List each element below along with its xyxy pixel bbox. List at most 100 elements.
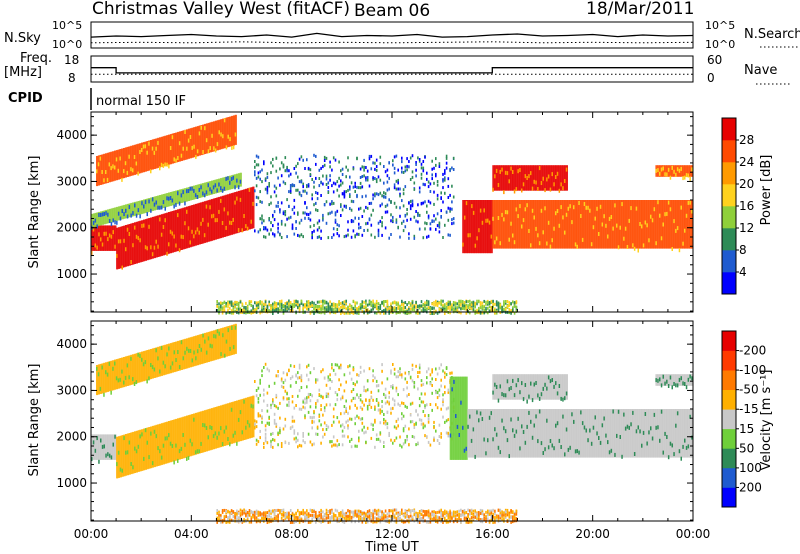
velocity-cell xyxy=(659,438,661,443)
power-cell xyxy=(581,237,584,242)
power-cell xyxy=(442,186,444,190)
power-band-5 xyxy=(464,200,467,254)
power-cell xyxy=(200,221,202,226)
power-band-2 xyxy=(144,199,147,213)
power-band-6 xyxy=(515,200,518,249)
velocity-cell xyxy=(669,441,672,446)
velocity-cell xyxy=(264,439,267,443)
velocity-cell xyxy=(315,380,317,384)
power-band-8 xyxy=(680,165,683,177)
velocity-cell xyxy=(229,442,231,447)
velocity-band-6 xyxy=(547,374,551,400)
velocity-cell xyxy=(365,389,367,393)
velocity-band-2 xyxy=(96,365,99,396)
velocity-cell xyxy=(359,517,362,521)
velocity-cell xyxy=(302,434,304,438)
power-cell xyxy=(263,162,265,166)
power-cell xyxy=(297,188,299,192)
velocity-cell xyxy=(420,418,423,422)
velocity-cell xyxy=(309,520,312,524)
power-cell xyxy=(452,307,455,311)
power-cell xyxy=(150,245,152,250)
velocity-cell xyxy=(558,384,561,388)
velocity-cell xyxy=(263,517,265,520)
power-band-2 xyxy=(108,208,112,223)
power-cell xyxy=(354,308,356,312)
power-cell xyxy=(375,168,378,172)
velocity-cell xyxy=(447,520,450,524)
velocity-cell xyxy=(366,426,369,430)
power-band-3 xyxy=(173,133,176,164)
power-cell xyxy=(322,307,324,311)
power-cell xyxy=(225,302,227,305)
velocity-cell xyxy=(427,420,430,424)
velocity-cell xyxy=(424,404,426,408)
power-band-1 xyxy=(175,209,178,252)
power-cell xyxy=(487,218,489,223)
freq-series-0 xyxy=(91,67,693,74)
velocity-cell xyxy=(433,426,435,430)
velocity-cell xyxy=(263,513,265,517)
velocity-cell xyxy=(547,445,550,450)
power-band-1 xyxy=(218,196,221,239)
velocity-cell xyxy=(354,416,356,420)
velocity-cell xyxy=(395,426,398,430)
power-band-1 xyxy=(252,186,255,229)
power-cell xyxy=(307,184,310,188)
power-band-1 xyxy=(159,214,162,257)
velocity-band-4 xyxy=(449,376,452,460)
velocity-band-1 xyxy=(227,403,230,445)
power-cell xyxy=(250,311,253,315)
velocity-cell xyxy=(420,512,423,516)
power-cell xyxy=(628,218,630,223)
velocity-cell xyxy=(205,426,208,430)
velocity-cell xyxy=(370,396,373,400)
power-cell xyxy=(196,149,199,154)
power-cell xyxy=(252,306,254,310)
velocity-cell xyxy=(280,518,283,522)
velocity-cell xyxy=(243,508,245,512)
power-cell xyxy=(234,200,236,205)
velocity-cell xyxy=(397,402,399,406)
velocity-cell xyxy=(379,439,382,443)
velocity-cell xyxy=(445,512,448,516)
power-cell xyxy=(196,227,199,232)
power-band-1 xyxy=(209,199,212,242)
velocity-cell xyxy=(349,516,351,519)
power-cell xyxy=(402,302,405,306)
velocity-cell xyxy=(266,517,269,521)
power-cell xyxy=(318,235,321,239)
power-cell xyxy=(426,210,428,214)
velocity-band-6 xyxy=(551,374,554,400)
velocity-cell xyxy=(377,389,380,393)
power-cell xyxy=(146,212,148,217)
power-ytick-label: 4000 xyxy=(56,128,87,142)
velocity-cell xyxy=(318,393,321,397)
power-cell xyxy=(375,178,378,182)
velocity-cell xyxy=(266,421,269,425)
velocity-cell xyxy=(316,518,319,522)
velocity-cell xyxy=(223,515,226,519)
velocity-cell xyxy=(499,450,501,455)
power-band-6 xyxy=(641,200,644,249)
power-band-6 xyxy=(628,200,631,249)
power-cell xyxy=(329,202,331,206)
power-band-6 xyxy=(614,200,617,249)
velocity-cell xyxy=(279,426,281,430)
power-cell xyxy=(263,160,265,164)
power-band-6 xyxy=(592,200,595,249)
power-cell xyxy=(431,220,433,223)
power-band-1 xyxy=(196,203,199,246)
velocity-cell xyxy=(444,420,446,424)
velocity-cell xyxy=(411,401,414,405)
power-cell xyxy=(123,169,125,174)
velocity-cell xyxy=(119,467,122,472)
velocity-cell xyxy=(553,384,555,389)
power-cell xyxy=(257,303,260,307)
velocity-cell xyxy=(503,393,505,398)
power-cell xyxy=(135,161,138,166)
power-colorbar-swatch xyxy=(722,228,736,251)
power-cell xyxy=(275,302,278,305)
velocity-cell xyxy=(280,442,283,445)
velocity-cell xyxy=(397,424,399,428)
